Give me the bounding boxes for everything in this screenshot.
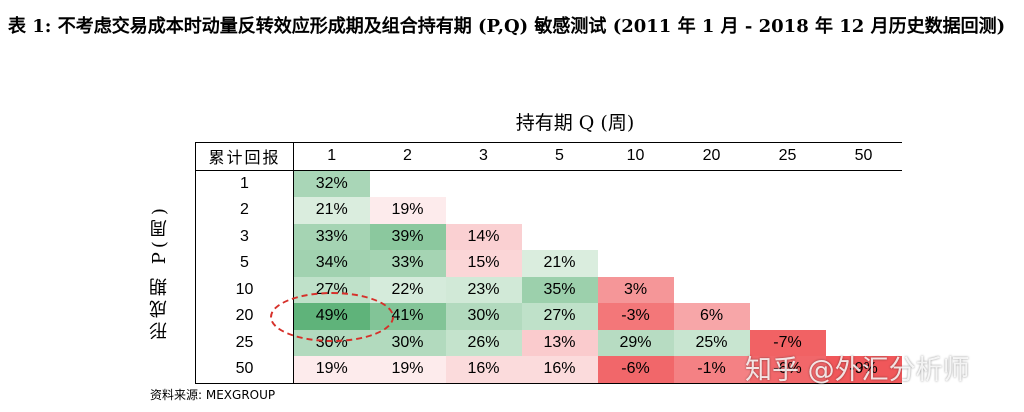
empty-cell — [825, 197, 902, 224]
heat-cell: 13% — [521, 329, 598, 356]
empty-cell — [749, 303, 826, 330]
holding-period-axis-title: 持有期 Q (周) — [515, 112, 635, 134]
empty-cell — [597, 250, 674, 277]
table-row: 50 19% 19% 16% 16% -6% -1% -6% -9% — [195, 356, 902, 384]
heat-cell: 19% — [293, 356, 370, 384]
heat-cell: -3% — [597, 303, 674, 330]
watermark: 知乎 @外汇分析师 — [745, 355, 970, 386]
empty-cell — [749, 170, 826, 197]
empty-cell — [521, 223, 598, 250]
empty-cell — [445, 197, 522, 224]
row-header: 50 — [195, 356, 294, 384]
column-header: 1 — [293, 142, 370, 171]
heat-cell: 22% — [369, 276, 446, 303]
empty-cell — [749, 223, 826, 250]
heat-cell: 14% — [445, 223, 522, 250]
heat-cell: 21% — [293, 197, 370, 224]
column-header: 10 — [597, 142, 674, 171]
empty-cell — [673, 250, 750, 277]
heat-cell: 30% — [293, 329, 370, 356]
heat-cell: 33% — [293, 223, 370, 250]
empty-cell — [749, 250, 826, 277]
row-header: 2 — [195, 197, 294, 224]
heat-cell: 19% — [369, 356, 446, 384]
heat-cell: -1% — [673, 356, 750, 384]
row-header: 20 — [195, 303, 294, 330]
row-header: 5 — [195, 250, 294, 277]
heat-cell: 32% — [293, 170, 370, 197]
header-row: 累计回报 1 2 3 5 10 20 25 50 — [195, 142, 902, 171]
corner-label: 累计回报 — [195, 142, 294, 171]
heat-cell: 49% — [293, 303, 370, 330]
column-header: 25 — [749, 142, 826, 171]
empty-cell — [521, 197, 598, 224]
empty-cell — [521, 170, 598, 197]
table-row: 5 34% 33% 15% 21% — [195, 250, 902, 277]
empty-cell — [825, 250, 902, 277]
heat-cell: 15% — [445, 250, 522, 277]
heat-cell: 16% — [521, 356, 598, 384]
empty-cell — [597, 223, 674, 250]
empty-cell — [597, 170, 674, 197]
table-row: 20 49% 41% 30% 27% -3% 6% — [195, 303, 902, 330]
heat-cell: 35% — [521, 276, 598, 303]
formation-period-axis-title: 形成期 P(周) — [149, 204, 170, 340]
heat-cell: -7% — [749, 329, 826, 356]
empty-cell — [825, 223, 902, 250]
heat-cell: 19% — [369, 197, 446, 224]
heat-cell: 26% — [445, 329, 522, 356]
heat-cell: 27% — [521, 303, 598, 330]
source-note: 资料来源: MEXGROUP — [150, 388, 276, 402]
table-row: 1 32% — [195, 170, 902, 197]
table-row: 10 27% 22% 23% 35% 3% — [195, 276, 902, 303]
empty-cell — [825, 329, 902, 356]
table-row: 3 33% 39% 14% — [195, 223, 902, 250]
empty-cell — [673, 170, 750, 197]
heat-cell: 6% — [673, 303, 750, 330]
empty-cell — [673, 276, 750, 303]
table-row: 2 21% 19% — [195, 197, 902, 224]
heat-cell: 30% — [369, 329, 446, 356]
heat-cell: -6% — [749, 356, 826, 384]
empty-cell — [825, 170, 902, 197]
row-header: 1 — [195, 170, 294, 197]
heat-cell: 33% — [369, 250, 446, 277]
table-row: 25 30% 30% 26% 13% 29% 25% -7% — [195, 329, 902, 356]
heat-cell: 30% — [445, 303, 522, 330]
empty-cell — [749, 197, 826, 224]
empty-cell — [445, 170, 522, 197]
heat-cell: 29% — [597, 329, 674, 356]
column-header: 20 — [673, 142, 750, 171]
empty-cell — [673, 223, 750, 250]
heat-cell: 25% — [673, 329, 750, 356]
row-header: 10 — [195, 276, 294, 303]
empty-cell — [825, 276, 902, 303]
heat-cell: 16% — [445, 356, 522, 384]
empty-cell — [825, 303, 902, 330]
column-header: 5 — [521, 142, 598, 171]
empty-cell — [597, 197, 674, 224]
heat-cell: 39% — [369, 223, 446, 250]
column-header: 50 — [825, 142, 902, 171]
row-header: 3 — [195, 223, 294, 250]
table-title: 表 1: 不考虑交易成本时动量反转效应形成期及组合持有期 (P,Q) 敏感测试 … — [8, 16, 1006, 37]
empty-cell — [673, 197, 750, 224]
row-header: 25 — [195, 329, 294, 356]
sensitivity-table: 累计回报 1 2 3 5 10 20 25 50 1 32% 2 21% 19% 3 33%… — [195, 142, 902, 384]
heat-cell: 23% — [445, 276, 522, 303]
column-header: 2 — [369, 142, 446, 171]
empty-cell — [749, 276, 826, 303]
column-header: 3 — [445, 142, 522, 171]
heat-cell: 21% — [521, 250, 598, 277]
heat-cell: -9% — [825, 356, 902, 384]
heat-cell: 27% — [293, 276, 370, 303]
empty-cell — [369, 170, 446, 197]
heat-cell: 41% — [369, 303, 446, 330]
heat-cell: 3% — [597, 276, 674, 303]
heat-cell: 34% — [293, 250, 370, 277]
heat-cell: -6% — [597, 356, 674, 384]
